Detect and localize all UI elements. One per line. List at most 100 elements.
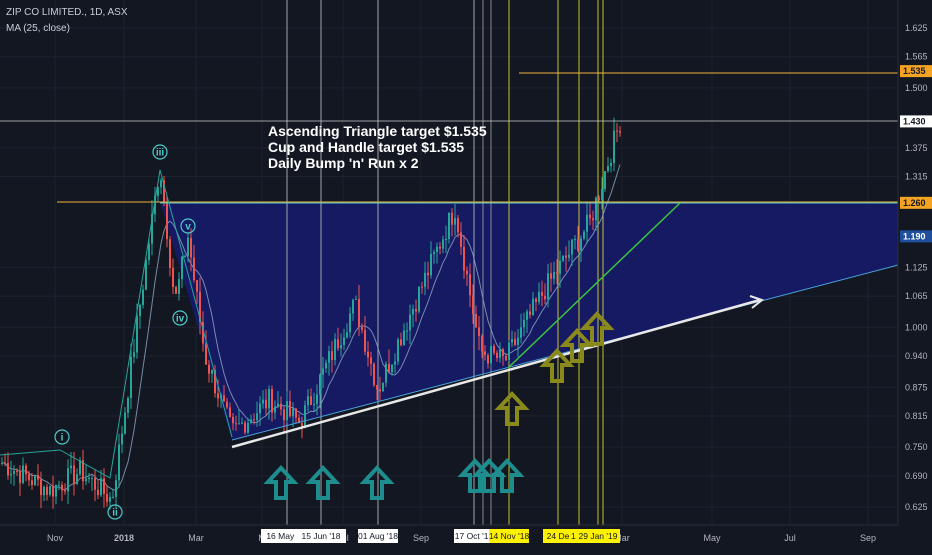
candle-body [598, 197, 600, 200]
candle-body [193, 257, 195, 281]
price-tick-label: 1.565 [905, 52, 928, 62]
candle-body [106, 493, 108, 502]
time-tick-label: 2018 [114, 533, 134, 543]
up-arrow-icon [559, 328, 595, 363]
candle-body [304, 405, 306, 428]
candle-body [151, 214, 153, 244]
date-label-text: 24 De [547, 531, 570, 541]
candle-body [43, 486, 45, 496]
candle-body [235, 423, 237, 425]
candle-body [505, 355, 507, 361]
candle-body [331, 351, 333, 360]
price-label-text: 1.430 [903, 116, 926, 126]
candle-body [442, 239, 444, 249]
candle-body [577, 239, 579, 251]
candle-body [379, 389, 381, 392]
candle-body [148, 243, 150, 260]
candle-body [319, 374, 321, 395]
time-tick-label: Mar [188, 533, 204, 543]
price-tick-label: 0.815 [905, 411, 928, 421]
up-arrow-icon [539, 348, 575, 383]
candle-body [394, 361, 396, 365]
candle-body [409, 314, 411, 331]
candle-body [370, 357, 372, 364]
candle-body [217, 393, 219, 399]
candle-body [589, 214, 591, 219]
candle-body [184, 256, 186, 258]
candle-body [166, 202, 168, 240]
date-label-box [543, 529, 573, 543]
candle-body [556, 271, 558, 274]
candle-body [298, 417, 300, 424]
wave-label-text: i [61, 433, 64, 444]
up-arrow-icon [457, 458, 493, 493]
candle-body [67, 468, 69, 492]
candle-body [427, 272, 429, 276]
candle-body [487, 355, 489, 364]
candle-body [526, 311, 528, 320]
candle-body [196, 280, 198, 292]
candle-body [139, 304, 141, 316]
price-tick-label: 1.500 [905, 83, 928, 93]
marker-lines [286, 0, 604, 525]
candle-body [385, 363, 387, 383]
candle-body [610, 163, 612, 167]
candle-body [145, 259, 147, 290]
candle-body [142, 289, 144, 305]
date-label-text: 16 May '18 [266, 531, 308, 541]
candle-body [562, 255, 564, 261]
candle-body [169, 239, 171, 268]
price-label-box [900, 65, 932, 78]
date-label-box [358, 529, 398, 543]
candle-body [274, 406, 276, 413]
wave-label-circle [172, 310, 188, 326]
candle-body [421, 286, 423, 288]
candle-body [157, 187, 159, 196]
candle-body [61, 484, 63, 491]
date-label-box [454, 529, 494, 543]
candle-body [226, 401, 228, 408]
candle-body [538, 291, 540, 302]
candle-body [595, 197, 597, 221]
candle-body [367, 351, 369, 358]
time-axis[interactable]: Nov2018MarMJulSepMarMayJulSep16 May '181… [0, 524, 898, 550]
candle-body [280, 403, 282, 410]
candle-body [415, 308, 417, 312]
date-label-text: 17 Oct '18 [455, 531, 494, 541]
candle-body [418, 286, 420, 312]
candle-body [475, 314, 477, 328]
candle-body [37, 474, 39, 480]
price-tick-label: 1.000 [905, 322, 928, 332]
price-tick-label: 0.875 [905, 382, 928, 392]
candle-body [28, 474, 30, 481]
candle-body [559, 260, 561, 274]
candle-body [364, 329, 366, 352]
date-label-text: 29 Jan '19 [579, 531, 618, 541]
candle-body [40, 479, 42, 496]
candle-body [199, 291, 201, 323]
candle-body [397, 339, 399, 362]
time-tick-label: May [703, 533, 721, 543]
price-label-box [900, 196, 932, 209]
candle-body [424, 272, 426, 287]
signal-arrows [263, 311, 615, 500]
candle-body [352, 299, 354, 314]
price-axis[interactable]: 1.625 1.565 1.500 1.375 1.315 1.125 1.065 1.000… [897, 0, 932, 550]
wave-label-text: ii [112, 508, 118, 519]
candle-body [127, 398, 129, 413]
candle-body [85, 478, 87, 482]
candle-body [316, 394, 318, 405]
candle-body [478, 327, 480, 336]
candle-body [130, 356, 132, 399]
candle-body [112, 496, 114, 498]
time-tick-label: Sep [860, 533, 876, 543]
candle-body [400, 339, 402, 346]
candle-body [412, 308, 414, 315]
candle-body [88, 477, 90, 479]
candle-body [10, 473, 12, 476]
candle-body [82, 460, 84, 482]
candle-body [163, 180, 165, 203]
candle-body [181, 256, 183, 280]
